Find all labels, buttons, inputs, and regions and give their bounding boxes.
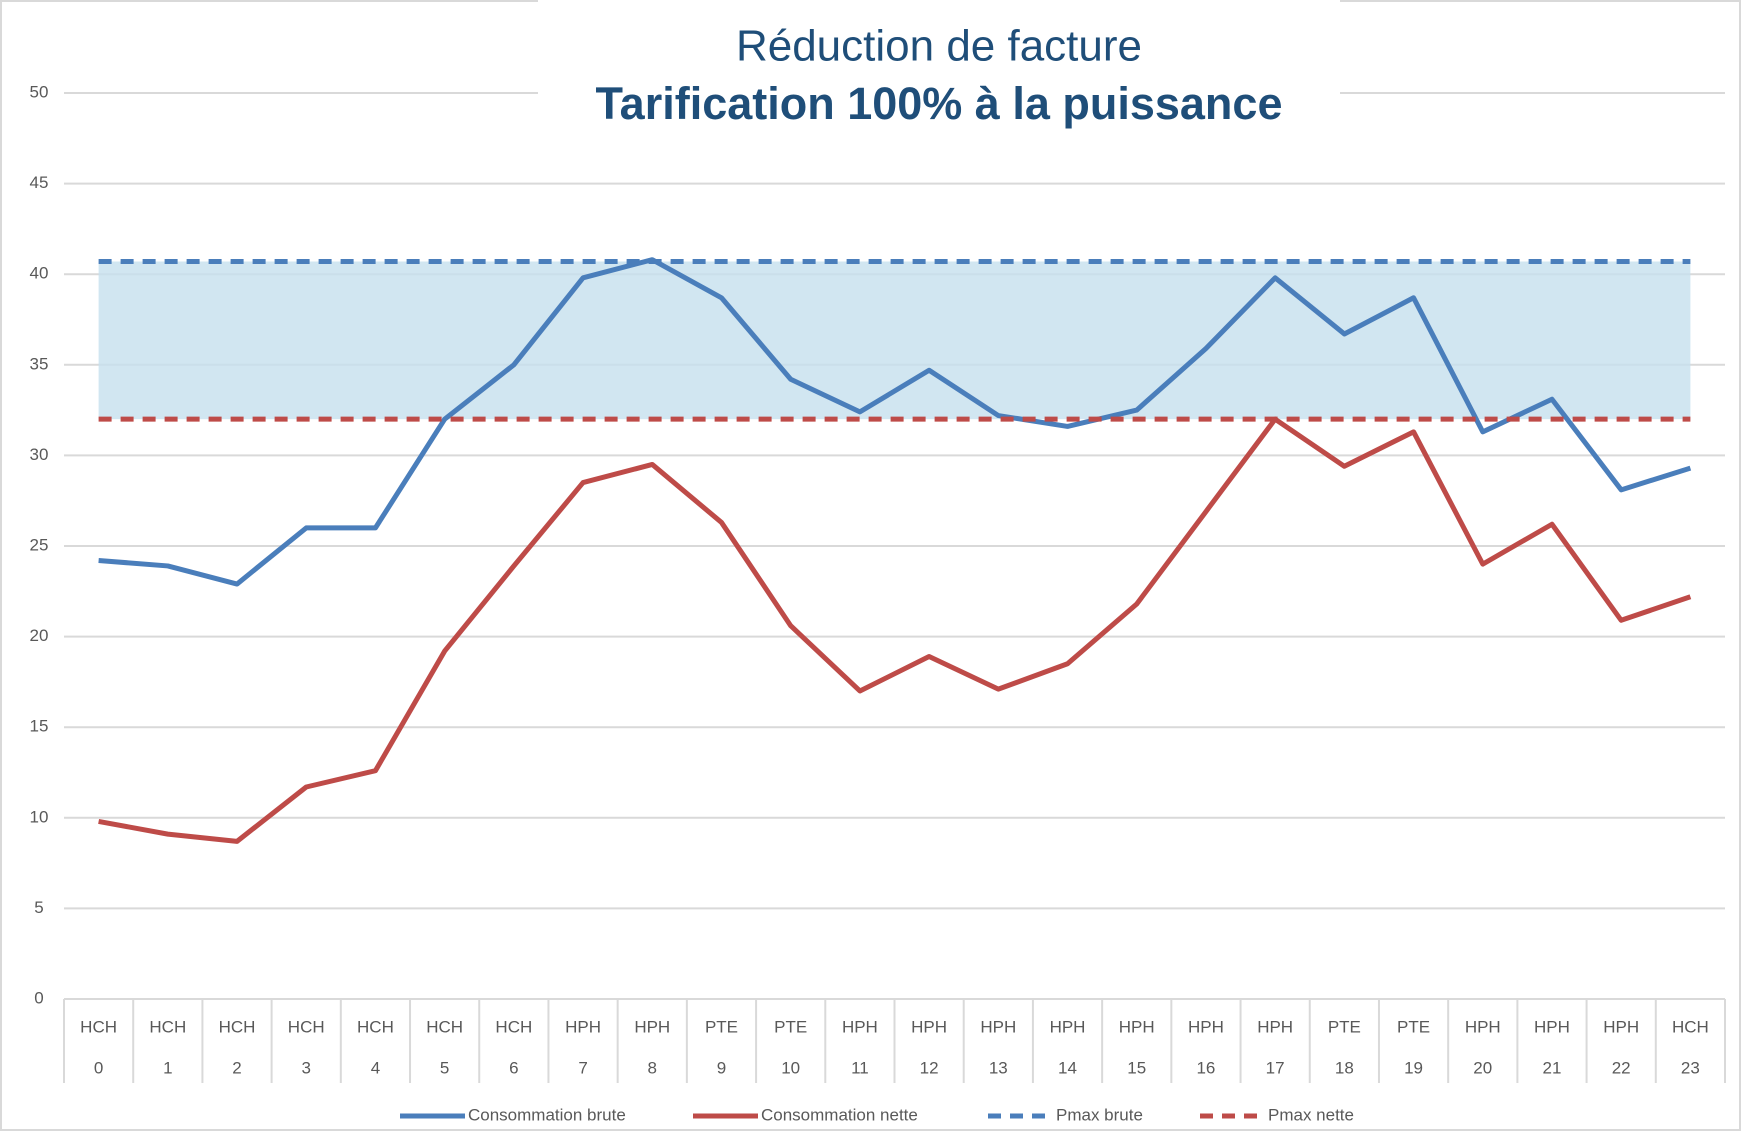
- x-period-label: HCH: [219, 1017, 256, 1036]
- x-tick-label: 1: [163, 1058, 172, 1077]
- y-tick-label: 35: [30, 354, 49, 373]
- x-period-label: HPH: [1119, 1017, 1155, 1036]
- x-period-label: HPH: [911, 1017, 947, 1036]
- x-period-label: HCH: [357, 1017, 394, 1036]
- legend-label: Consommation brute: [468, 1105, 626, 1124]
- x-tick-label: 13: [989, 1058, 1008, 1077]
- x-period-label: HPH: [565, 1017, 601, 1036]
- x-period-label: HPH: [1050, 1017, 1086, 1036]
- x-period-label: HPH: [1603, 1017, 1639, 1036]
- x-tick-label: 20: [1473, 1058, 1492, 1077]
- y-tick-label: 15: [30, 717, 49, 736]
- x-tick-label: 4: [371, 1058, 380, 1077]
- series-line: [98, 416, 1692, 844]
- shaded-band: [98, 261, 1691, 420]
- x-period-label: HPH: [1534, 1017, 1570, 1036]
- x-tick-label: 9: [717, 1058, 726, 1077]
- y-tick-label: 25: [30, 535, 49, 554]
- x-tick-label: 23: [1681, 1058, 1700, 1077]
- x-tick-label: 17: [1266, 1058, 1285, 1077]
- plot: [98, 257, 1692, 844]
- y-tick-label: 5: [34, 898, 43, 917]
- x-tick-label: 6: [509, 1058, 518, 1077]
- x-tick-label: 21: [1543, 1058, 1562, 1077]
- x-period-label: PTE: [1397, 1017, 1430, 1036]
- x-tick-label: 22: [1612, 1058, 1631, 1077]
- x-period-label: PTE: [705, 1017, 738, 1036]
- legend-label: Pmax nette: [1268, 1105, 1354, 1124]
- title-box: [538, 0, 1340, 140]
- x-period-label: HCH: [495, 1017, 532, 1036]
- x-period-label: HCH: [80, 1017, 117, 1036]
- chart-title: Réduction de facture: [736, 22, 1142, 71]
- x-period-label: HPH: [1465, 1017, 1501, 1036]
- x-period-label: HPH: [980, 1017, 1016, 1036]
- x-tick-label: 10: [781, 1058, 800, 1077]
- x-period-label: PTE: [1328, 1017, 1361, 1036]
- x-tick-label: 19: [1404, 1058, 1423, 1077]
- y-tick-label: 10: [30, 807, 49, 826]
- x-tick-label: 15: [1127, 1058, 1146, 1077]
- x-period-label: HCH: [288, 1017, 325, 1036]
- legend-label: Pmax brute: [1056, 1105, 1143, 1124]
- series-line: [98, 257, 1692, 587]
- x-tick-label: 7: [578, 1058, 587, 1077]
- x-period-label: PTE: [774, 1017, 807, 1036]
- x-period-label: HPH: [842, 1017, 878, 1036]
- x-period-label: HPH: [1188, 1017, 1224, 1036]
- x-tick-label: 3: [301, 1058, 310, 1077]
- x-period-label: HCH: [149, 1017, 186, 1036]
- x-tick-label: 8: [648, 1058, 657, 1077]
- x-tick-label: 12: [920, 1058, 939, 1077]
- y-tick-label: 0: [34, 988, 43, 1007]
- x-tick-label: 18: [1335, 1058, 1354, 1077]
- legend: Consommation brute Consommation nette Pmax…: [400, 1105, 1354, 1124]
- x-tick-label: 2: [232, 1058, 241, 1077]
- y-tick-label: 40: [30, 264, 49, 283]
- y-tick-label: 20: [30, 626, 49, 645]
- legend-label: Consommation nette: [761, 1105, 918, 1124]
- x-axis: HCH 0 HCH 1 HCH 2 HCH 3 HCH 4 HCH 5 HCH 6 HPH 7 HPH 8 PTE 9…: [63, 999, 1726, 1083]
- y-tick-label: 30: [30, 445, 49, 464]
- x-tick-label: 11: [851, 1058, 869, 1077]
- x-tick-label: 14: [1058, 1058, 1077, 1077]
- x-tick-label: 0: [94, 1058, 103, 1077]
- y-tick-label: 50: [30, 82, 49, 101]
- x-period-label: HPH: [634, 1017, 670, 1036]
- x-tick-label: 16: [1196, 1058, 1215, 1077]
- chart-subtitle: Tarification 100% à la puissance: [596, 78, 1283, 129]
- x-tick-label: 5: [440, 1058, 449, 1077]
- x-period-label: HCH: [426, 1017, 463, 1036]
- x-period-label: HCH: [1672, 1017, 1709, 1036]
- y-tick-label: 45: [30, 173, 49, 192]
- x-period-label: HPH: [1257, 1017, 1293, 1036]
